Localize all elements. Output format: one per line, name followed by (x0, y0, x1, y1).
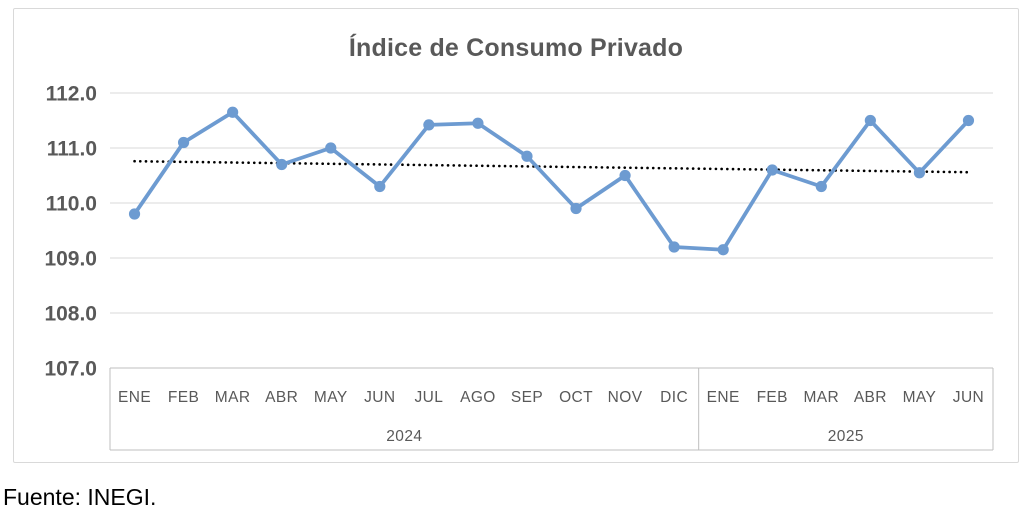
chart-container: Índice de Consumo Privado (13, 8, 1019, 463)
y-axis-tick-label: 109.0 (44, 248, 97, 271)
chart-title: Índice de Consumo Privado (348, 34, 684, 62)
x-axis-month-label: JUN (364, 389, 395, 406)
x-axis-month-label: SEP (511, 389, 543, 406)
x-axis-month-label: MAY (903, 389, 937, 406)
x-axis-month-label: FEB (757, 389, 788, 406)
data-point-marker (815, 180, 827, 193)
x-axis-month-label: MAR (803, 389, 839, 406)
y-axis-tick-label: 112.0 (46, 83, 97, 106)
x-axis-month-label: JUN (953, 389, 984, 406)
x-axis-month-label: ABR (854, 389, 887, 406)
x-axis-month-label: AGO (460, 389, 496, 406)
y-axis-tick-label: 111.0 (47, 138, 97, 161)
x-axis-year-label: 2025 (828, 428, 864, 445)
x-axis-month-label: ABR (265, 389, 298, 406)
x-axis-month-label: MAR (215, 389, 251, 406)
trendline (133, 159, 970, 174)
x-axis-year-label: 2024 (386, 428, 422, 445)
y-axis-tick-label: 110.0 (46, 193, 97, 216)
y-axis-tick-label: 108.0 (44, 303, 97, 326)
data-point-marker (177, 136, 190, 149)
x-axis-month-label: NOV (608, 389, 643, 406)
x-axis-month-label: OCT (559, 389, 593, 406)
data-point-marker (472, 117, 484, 129)
data-point-marker (227, 106, 239, 118)
y-axis-tick-label: 107.0 (44, 358, 97, 381)
x-axis-month-label: FEB (168, 389, 199, 406)
data-point-marker (128, 208, 141, 220)
data-point-marker (570, 202, 582, 215)
data-point-marker (619, 169, 631, 182)
data-point-marker (423, 119, 435, 131)
x-axis-month-label: DIC (660, 389, 688, 406)
data-point-marker (521, 150, 533, 162)
data-point-marker (717, 244, 729, 256)
x-axis-month-label: JUL (414, 389, 443, 406)
x-axis-month-label: MAY (314, 389, 348, 406)
source-note: Fuente: INEGI. (3, 484, 157, 510)
x-axis-month-label: ENE (118, 389, 151, 406)
data-point-marker (374, 180, 386, 193)
data-point-marker (962, 114, 975, 127)
data-point-marker (913, 167, 926, 179)
data-point-marker (864, 114, 876, 127)
x-axis-month-label: ENE (707, 389, 740, 406)
data-point-marker (766, 164, 778, 176)
data-point-marker (276, 158, 288, 171)
data-point-marker (325, 142, 337, 154)
data-point-marker (668, 241, 680, 253)
series-line (132, 110, 971, 252)
